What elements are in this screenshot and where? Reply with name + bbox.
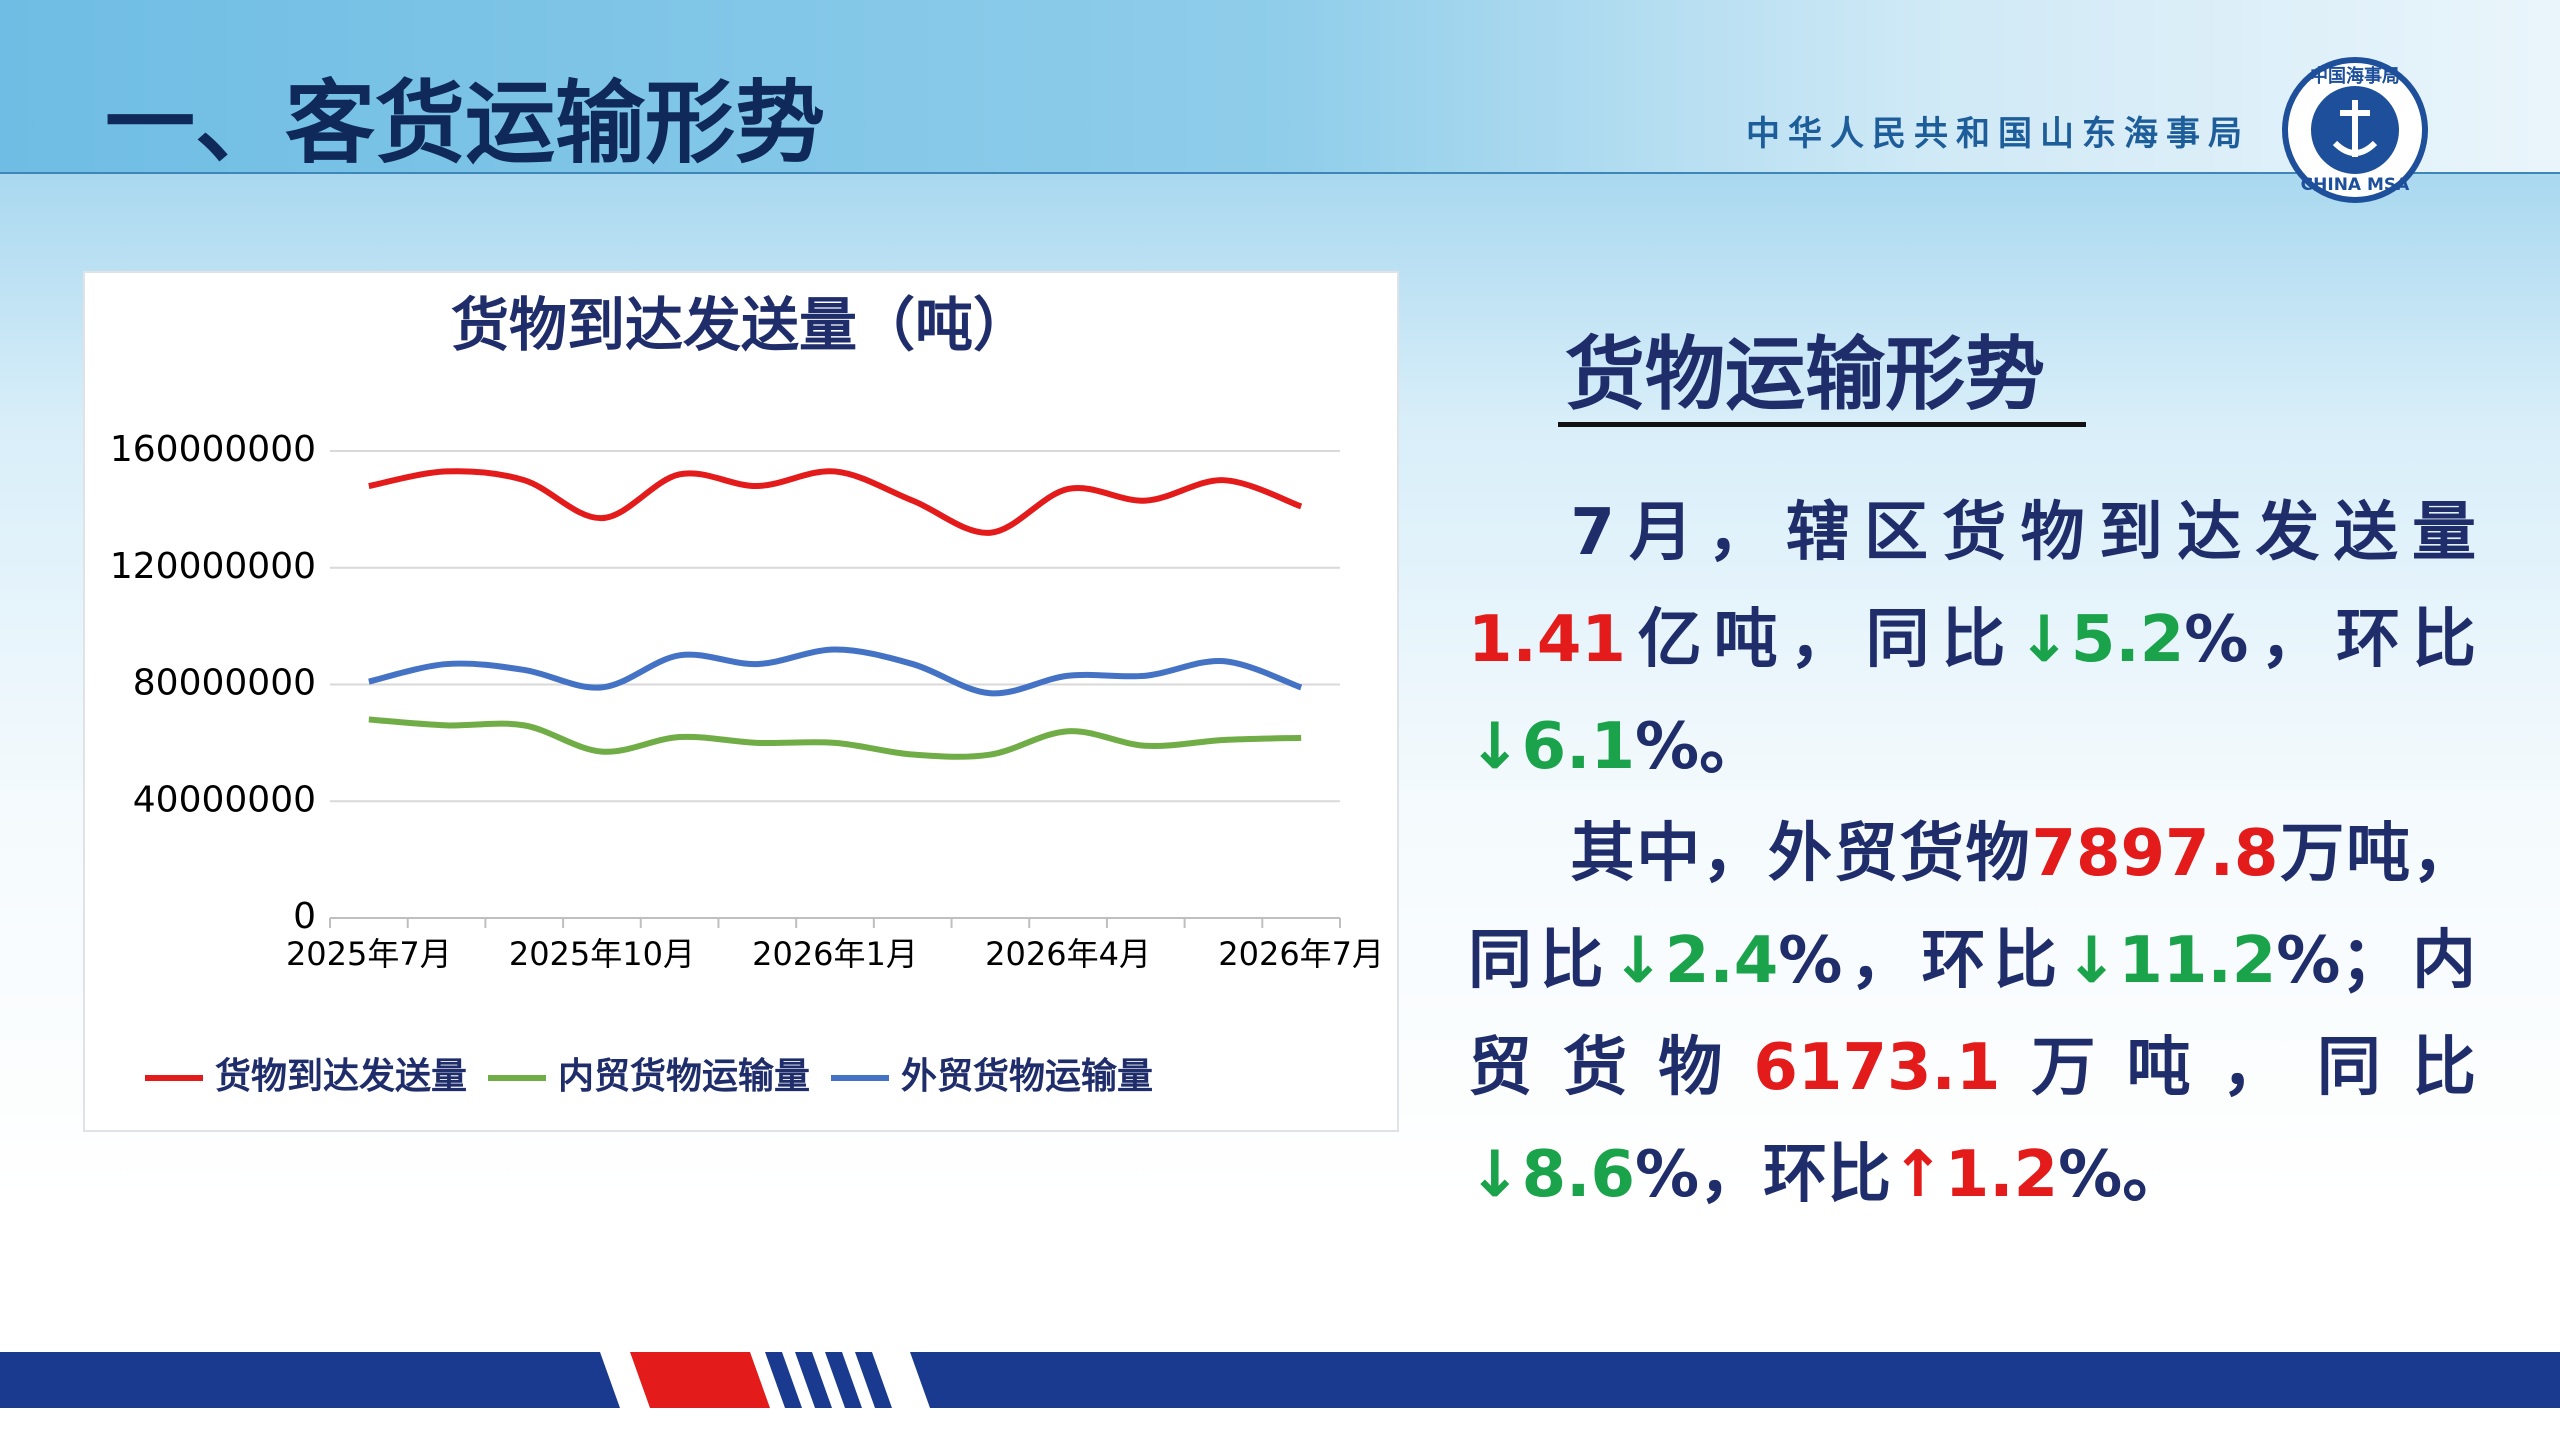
text-segment: 7月，辖区货物到达发送量 — [1570, 496, 2476, 570]
paragraph: 7月，辖区货物到达发送量 1.41亿吨，同比↓5.2%，环比 ↓6.1%。 — [1468, 480, 2476, 801]
text-segment: %，环比 — [2184, 603, 2476, 677]
chart-title: 货物到达发送量（吨） — [451, 291, 1031, 359]
y-tick-label: 160000000 — [110, 429, 316, 470]
text-segment: %；内贸货物 — [1468, 924, 2477, 1105]
chart-box: 货物到达发送量（吨） 0 40000000 80000000 120000000 160… — [83, 271, 1399, 1132]
chart: 货物到达发送量（吨） 0 40000000 80000000 120000000 160… — [110, 291, 1384, 1097]
text-segment: %，环比 — [1778, 924, 2065, 998]
text-segment: ↓6.1 — [1468, 710, 1635, 784]
legend-label: 外贸货物运输量 — [901, 1056, 1153, 1097]
section-text: 7月，辖区货物到达发送量1.41亿吨，同比↓5.2%，环比↓6.1%。 其中，外贸… — [1468, 480, 2476, 1229]
text-segment: ↑1.2 — [1891, 1138, 2059, 1212]
organization: 中华人民共和国山东海事局 — [1746, 114, 2250, 154]
text-segment: 6173.1 — [1753, 1031, 2001, 1105]
legend-label: 货物到达发送量 — [215, 1056, 467, 1097]
logo-top: 中国海事局 — [2310, 65, 2400, 87]
y-tick-label: 0 — [293, 896, 316, 937]
x-tick-label: 2026年1月 — [752, 935, 918, 973]
text-segment: ↓2.4 — [1611, 924, 1779, 998]
x-tick-label: 2026年7月 — [1218, 935, 1384, 973]
text-segment: 亿吨，同比 — [1625, 603, 2018, 677]
legend-label: 内贸货物运输量 — [558, 1056, 810, 1097]
text-segment: ↓5.2 — [2017, 603, 2185, 677]
text-segment: ↓8.6 — [1468, 1138, 1635, 1212]
text-segment: 其中，外贸货物 — [1570, 817, 2032, 891]
text-segment: 7897.8 — [2031, 817, 2279, 891]
paragraph: 其中，外贸货物7897.8万吨，同比↓2.4%，环比↓11.2%；内贸货物617… — [1468, 801, 2476, 1229]
heading-underline — [1558, 422, 2086, 427]
logo: 中国海事局 CHINA MSA — [2282, 57, 2428, 203]
text-segment: %。 — [1635, 710, 1764, 784]
text-segment: 1.41 — [1468, 603, 1626, 677]
y-tick-label: 40000000 — [133, 779, 316, 820]
text-segment: 万吨，同比 — [1468, 817, 2477, 998]
y-tick-label: 80000000 — [133, 663, 316, 704]
text-segment: %。 — [2058, 1138, 2187, 1212]
series-line — [368, 716, 1302, 760]
text-segment: 万吨，同比 — [2000, 1031, 2477, 1105]
slide-title: 一、客货运输形势 — [105, 71, 825, 176]
x-tick-label: 2025年7月 — [286, 935, 452, 973]
y-tick-label: 120000000 — [110, 546, 316, 587]
header-band — [0, 0, 2560, 174]
series-line — [368, 646, 1303, 697]
footer-stripe — [0, 1352, 2560, 1408]
series-line — [368, 468, 1303, 536]
x-tick-label: 2026年4月 — [985, 935, 1151, 973]
logo-bottom: CHINA MSA — [2301, 175, 2410, 195]
text-segment: ↓11.2 — [2064, 924, 2277, 998]
section-heading: 货物运输形势 — [1565, 328, 2045, 421]
x-tick-label: 2025年10月 — [509, 935, 695, 973]
text-segment: %，环比 — [1635, 1138, 1892, 1212]
